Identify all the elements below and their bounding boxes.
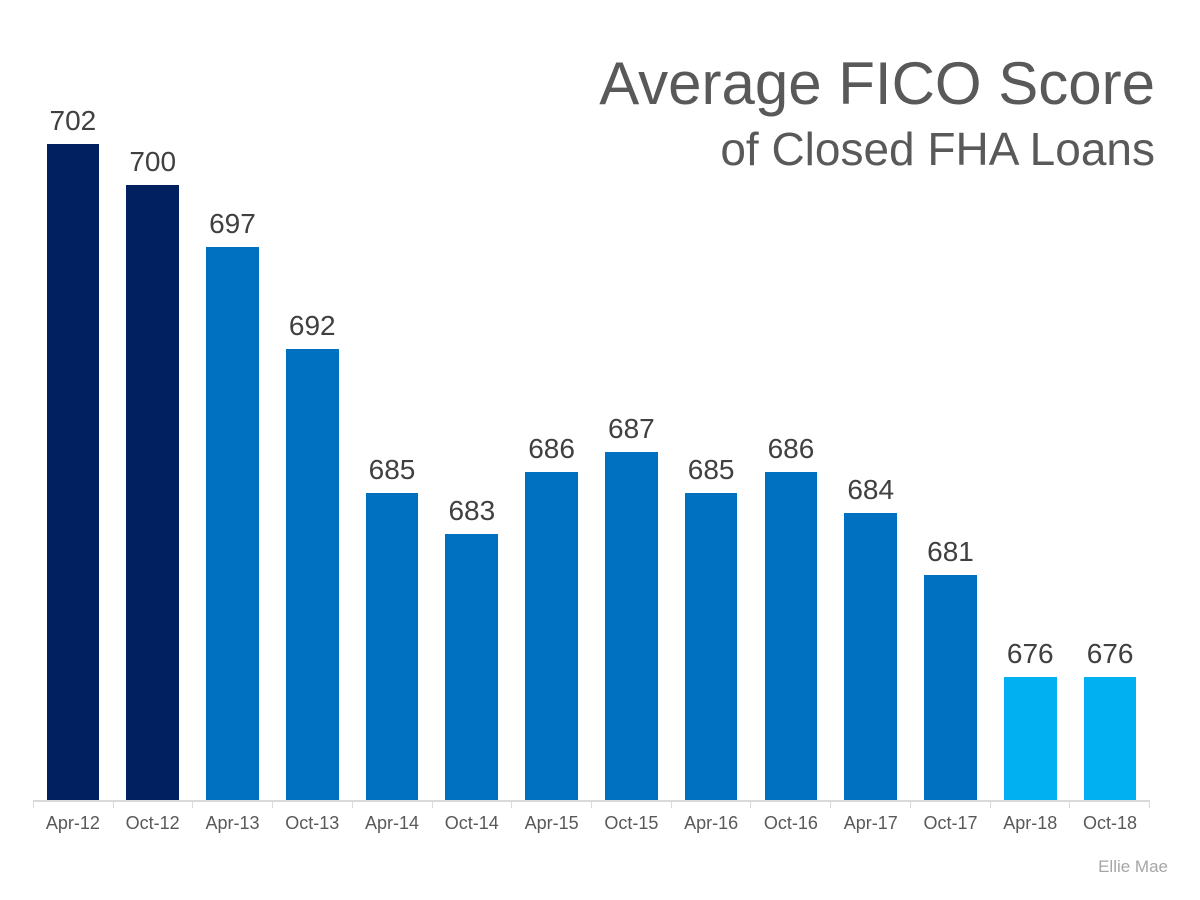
- bar: [525, 472, 578, 800]
- bar-group: 702: [33, 60, 113, 800]
- x-axis-label: Apr-17: [843, 813, 898, 833]
- bar-group: 676: [1070, 60, 1150, 800]
- axis-tick: [511, 802, 591, 808]
- bar-value-label: 702: [49, 105, 97, 136]
- axis-tick: [830, 802, 910, 808]
- bar-group: 676: [990, 60, 1070, 800]
- bar-value-label: 684: [847, 474, 895, 505]
- bar-value-label: 692: [288, 310, 336, 341]
- x-axis-label: Oct-17: [923, 813, 978, 833]
- x-axis-label: Apr-16: [684, 813, 739, 833]
- bar-value-label: 685: [687, 453, 735, 485]
- x-axis-label: Oct-16: [763, 813, 818, 833]
- x-axis-label: Apr-18: [1003, 813, 1058, 833]
- bar: [126, 185, 179, 800]
- x-axis-label: Oct-13: [285, 813, 340, 833]
- bar-group: 681: [911, 60, 991, 800]
- source-attribution: Ellie Mae: [1098, 857, 1168, 876]
- x-axis-label: Oct-15: [604, 813, 659, 833]
- bar-value-label: 676: [1006, 638, 1054, 669]
- x-axis-label: Oct-12: [125, 813, 180, 833]
- bar-group: 687: [591, 60, 671, 800]
- axis-tick: [1069, 802, 1151, 808]
- x-axis-label: Apr-13: [205, 813, 260, 833]
- bar-value-label: 683: [448, 494, 496, 526]
- bar: [684, 492, 738, 800]
- bar-value-label: 686: [767, 433, 815, 464]
- bar-group: 684: [831, 60, 911, 800]
- bar-group: 686: [751, 60, 831, 800]
- bar: [46, 144, 100, 800]
- axis-tick: [670, 802, 751, 808]
- bar-value-label: 697: [209, 207, 256, 239]
- bar-group: 686: [512, 60, 592, 800]
- axis-tick: [431, 802, 512, 808]
- bar-value-label: 681: [927, 535, 974, 567]
- axis-tick: [272, 802, 352, 808]
- chart-title: Average FICO Score: [599, 50, 1155, 117]
- bar: [285, 349, 339, 800]
- bar: [1003, 677, 1057, 800]
- bar-group: 683: [432, 60, 512, 800]
- bar: [924, 574, 977, 800]
- bar: [844, 513, 898, 800]
- x-axis-line: [33, 800, 1151, 809]
- bar: [445, 533, 499, 800]
- x-axis-label: Apr-15: [524, 813, 579, 833]
- axis-tick: [112, 802, 193, 808]
- axis-tick: [591, 802, 671, 808]
- x-axis-label: Apr-14: [365, 813, 420, 833]
- bar-group: 692: [272, 60, 352, 800]
- bar-group: 697: [193, 60, 273, 800]
- x-axis-labels-row: Apr-12 Oct-12 Apr-13 Oct-13 Apr-14 Oct-14 Apr-…: [33, 813, 1150, 834]
- bar-value-label: 687: [608, 412, 655, 444]
- bar-group: 700: [113, 60, 193, 800]
- bar-chart-plot-area: 702 700 697 692 685 683 686 687 685 686 684 681 676 6…: [33, 60, 1150, 800]
- axis-tick: [989, 802, 1070, 808]
- bar: [1083, 677, 1137, 800]
- chart-title-block: Average FICO Score of Closed FHA Loans: [599, 52, 1155, 173]
- bar-group: 685: [352, 60, 432, 800]
- chart-subtitle: of Closed FHA Loans: [720, 123, 1155, 175]
- axis-tick: [33, 802, 113, 808]
- bar: [764, 472, 818, 800]
- bar: [365, 492, 419, 800]
- bar-value-label: 700: [129, 146, 177, 177]
- axis-tick: [192, 802, 272, 808]
- axis-tick: [750, 802, 830, 808]
- bar: [206, 246, 259, 800]
- x-axis-label: Apr-12: [45, 813, 100, 833]
- x-axis-label: Oct-18: [1083, 813, 1138, 833]
- x-axis-label: Oct-14: [444, 813, 499, 833]
- bar-group: 685: [671, 60, 751, 800]
- bar-value-label: 676: [1086, 638, 1134, 669]
- bar: [605, 451, 658, 800]
- axis-tick: [909, 802, 990, 808]
- axis-tick: [351, 802, 432, 808]
- bar-value-label: 685: [368, 453, 416, 485]
- bar-value-label: 686: [528, 433, 575, 464]
